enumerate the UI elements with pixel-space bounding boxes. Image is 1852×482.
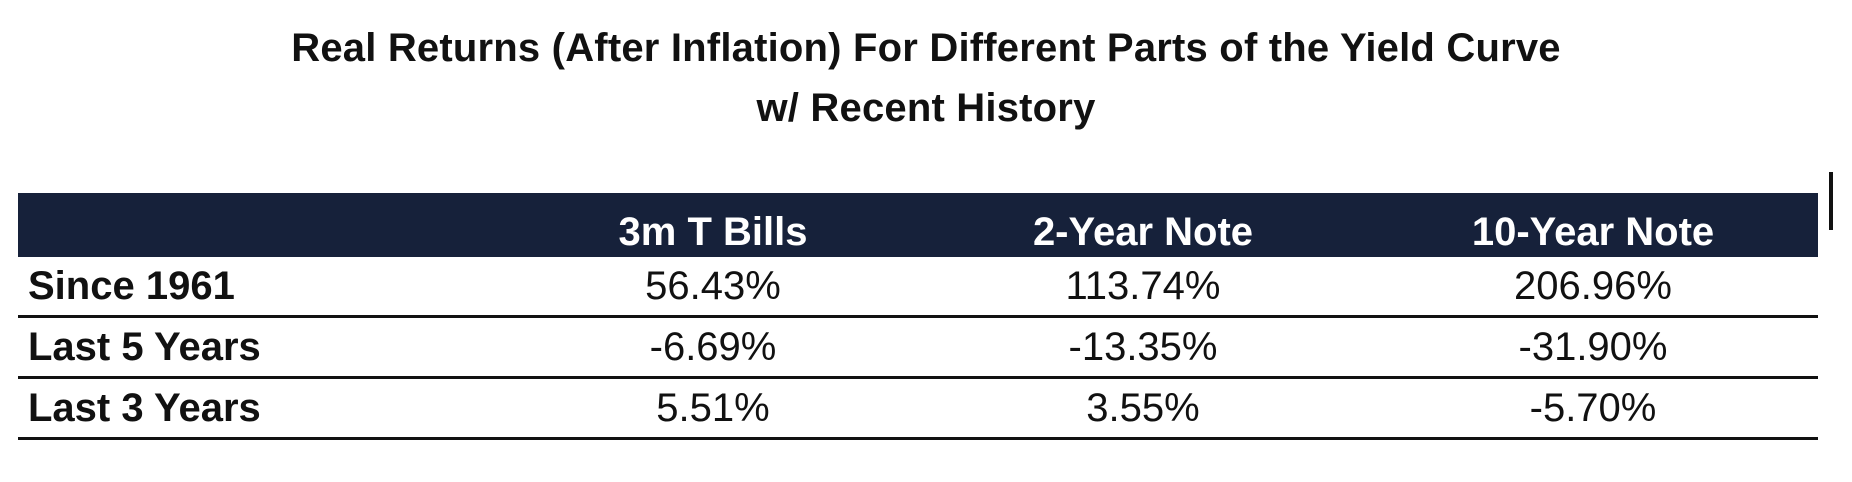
header-cell-2-year-note: 2-Year Note xyxy=(1032,210,1254,254)
header-cell-blank xyxy=(18,193,508,257)
table-header-row: 3m T Bills 2-Year Note 10-Year Note xyxy=(18,193,1818,257)
table-cell: 3.55% xyxy=(918,377,1368,440)
chart-subtitle: w/ Recent History xyxy=(756,86,1096,130)
text-cursor-mark xyxy=(1829,172,1833,230)
table-cell: 206.96% xyxy=(1368,257,1818,318)
header-cell-3m-t-bills: 3m T Bills xyxy=(618,210,808,254)
table-row: Since 1961 56.43% 113.74% 206.96% xyxy=(18,257,1818,318)
table-cell: 56.43% xyxy=(508,257,918,318)
row-label-since-1961: Since 1961 xyxy=(18,257,508,318)
header-cell-10-year-note: 10-Year Note xyxy=(1471,210,1715,254)
chart-title-block: Real Returns (After Inflation) For Diffe… xyxy=(0,18,1852,138)
row-label-last-5-years: Last 5 Years xyxy=(18,316,508,379)
table-cell: -31.90% xyxy=(1368,316,1818,379)
table-row: Last 5 Years -6.69% -13.35% -31.90% xyxy=(18,316,1818,379)
row-label-last-3-years: Last 3 Years xyxy=(18,377,508,440)
table-cell: -13.35% xyxy=(918,316,1368,379)
table-row: Last 3 Years 5.51% 3.55% -5.70% xyxy=(18,377,1818,440)
returns-table: 3m T Bills 2-Year Note 10-Year Note Sinc… xyxy=(18,193,1818,440)
table-cell: 113.74% xyxy=(918,257,1368,318)
table-cell: 5.51% xyxy=(508,377,918,440)
table-cell: -5.70% xyxy=(1368,377,1818,440)
chart-title: Real Returns (After Inflation) For Diffe… xyxy=(291,26,1561,70)
table-cell: -6.69% xyxy=(508,316,918,379)
